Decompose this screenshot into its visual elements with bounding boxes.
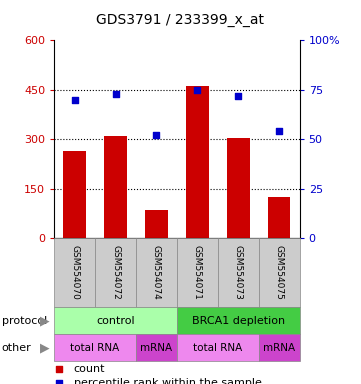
Bar bbox=[136, 334, 177, 361]
Bar bbox=[177, 334, 259, 361]
Point bbox=[113, 91, 118, 97]
Text: ▶: ▶ bbox=[40, 314, 50, 327]
Point bbox=[195, 87, 200, 93]
Bar bbox=[136, 238, 177, 307]
Text: GSM554074: GSM554074 bbox=[152, 245, 161, 300]
Bar bbox=[177, 238, 218, 307]
Bar bbox=[64, 151, 86, 238]
Point bbox=[72, 97, 78, 103]
Point bbox=[235, 93, 241, 99]
Bar bbox=[259, 238, 300, 307]
Text: other: other bbox=[2, 343, 31, 353]
Bar bbox=[54, 334, 136, 361]
Text: GSM554072: GSM554072 bbox=[111, 245, 120, 300]
Bar bbox=[54, 238, 95, 307]
Text: count: count bbox=[74, 364, 105, 374]
Point bbox=[276, 128, 282, 134]
Text: mRNA: mRNA bbox=[263, 343, 295, 353]
Bar bbox=[259, 334, 300, 361]
Bar bbox=[145, 210, 168, 238]
Bar bbox=[177, 307, 300, 334]
Text: GSM554070: GSM554070 bbox=[70, 245, 79, 300]
Text: GDS3791 / 233399_x_at: GDS3791 / 233399_x_at bbox=[96, 13, 265, 27]
Text: GSM554075: GSM554075 bbox=[275, 245, 284, 300]
Text: control: control bbox=[96, 316, 135, 326]
Text: GSM554073: GSM554073 bbox=[234, 245, 243, 300]
Text: ▶: ▶ bbox=[40, 341, 50, 354]
Bar bbox=[54, 307, 177, 334]
Bar bbox=[268, 197, 290, 238]
Bar bbox=[218, 238, 259, 307]
Text: mRNA: mRNA bbox=[140, 343, 173, 353]
Text: GSM554071: GSM554071 bbox=[193, 245, 202, 300]
Bar bbox=[186, 86, 209, 238]
Point bbox=[219, 184, 225, 190]
Text: BRCA1 depletion: BRCA1 depletion bbox=[192, 316, 285, 326]
Text: percentile rank within the sample: percentile rank within the sample bbox=[74, 378, 262, 384]
Bar bbox=[104, 136, 127, 238]
Point bbox=[153, 132, 159, 138]
Text: protocol: protocol bbox=[2, 316, 47, 326]
Text: total RNA: total RNA bbox=[193, 343, 243, 353]
Point bbox=[219, 315, 225, 321]
Bar bbox=[227, 137, 249, 238]
Bar bbox=[95, 238, 136, 307]
Text: total RNA: total RNA bbox=[70, 343, 120, 353]
